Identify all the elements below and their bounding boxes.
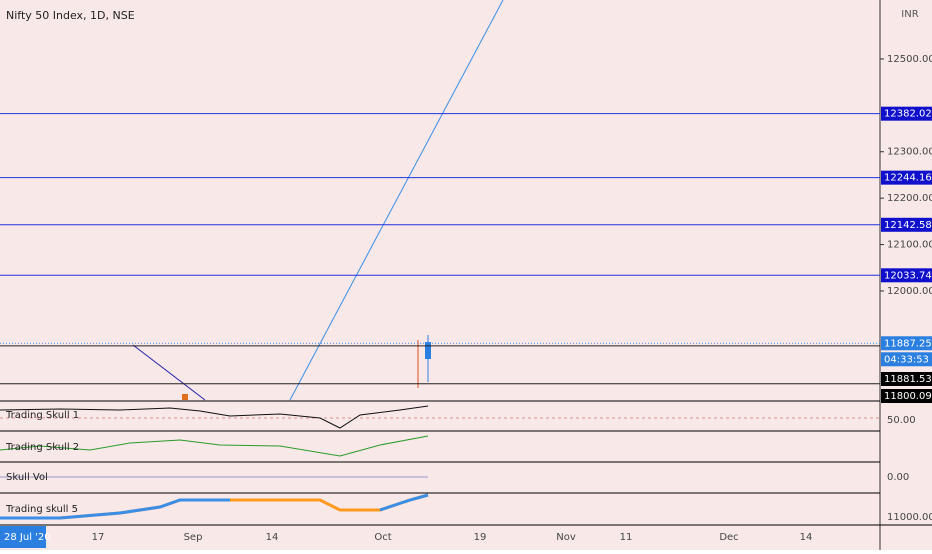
x-tick-label: Sep <box>184 532 203 543</box>
y-tick-label: 12200.00 <box>887 193 932 204</box>
title: Nifty 50 Index, 1D, NSE <box>6 9 135 22</box>
y-tick-label: 12300.00 <box>887 147 932 158</box>
indicator-line <box>0 405 429 429</box>
x-tick-label: 14 <box>800 532 813 543</box>
x-tick-label: 14 <box>266 532 279 543</box>
start-date-bg <box>0 526 46 548</box>
level-label: 12244.16 <box>884 173 932 184</box>
pane-borders <box>0 400 932 526</box>
indicator-line <box>379 493 429 512</box>
last-price-label: 11887.25 <box>884 338 932 349</box>
level-label: 12142.58 <box>884 220 932 231</box>
candle <box>182 394 188 400</box>
low-label: 11800.09 <box>884 391 932 402</box>
y-tick-label: 12000.00 <box>887 286 932 297</box>
pane-label: Trading skull 5 <box>5 504 78 515</box>
level-label-bg <box>881 217 932 232</box>
x-tick-label: 17 <box>92 532 105 543</box>
indicator-line <box>0 498 230 520</box>
indicator-line <box>0 435 429 457</box>
x-tick-label: Nov <box>556 532 576 543</box>
countdown-bg <box>881 352 932 367</box>
y-tick-label: 12100.00 <box>887 240 932 251</box>
trend-line <box>132 344 206 401</box>
level-label-bg <box>881 268 932 283</box>
x-tick-label: 11 <box>620 532 633 543</box>
pane-label: Trading Skull 1 <box>5 410 79 421</box>
pane-label: Trading Skull 2 <box>5 442 79 453</box>
x-tick-label: Dec <box>719 532 738 543</box>
low-label: 11881.53 <box>884 374 932 385</box>
countdown: 04:33:53 <box>884 354 929 365</box>
low-label-bg <box>881 372 932 386</box>
last-price-label-bg <box>881 336 932 351</box>
level-label-bg <box>881 170 932 185</box>
level-label-bg <box>881 106 932 121</box>
level-label: 12033.74 <box>884 270 932 281</box>
level-label: 12382.02 <box>884 109 932 120</box>
pane-axis-label: 11000.00 <box>887 512 932 523</box>
trend-line <box>289 0 504 401</box>
candle <box>425 342 431 359</box>
low-label-bg <box>881 389 932 403</box>
pane-axis-label: 50.00 <box>887 415 916 426</box>
pane-axis-label: 0.00 <box>887 472 909 483</box>
pane-label: Skull Vol <box>6 472 48 483</box>
x-tick-label: 19 <box>474 532 487 543</box>
x-tick-label: Oct <box>374 532 391 543</box>
y-tick-label: 12500.00 <box>887 54 932 65</box>
currency: INR <box>901 9 918 20</box>
start-date: 28 Jul '20 <box>4 532 51 543</box>
